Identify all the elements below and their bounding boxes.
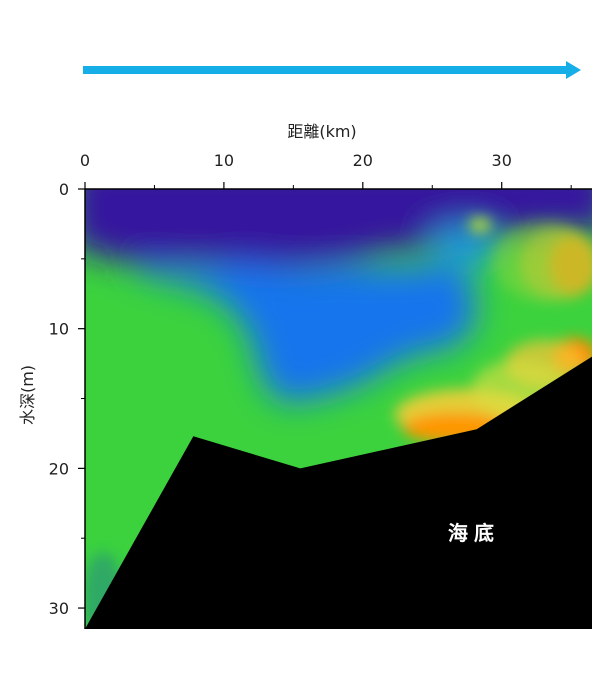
y-tick-label-10: 10 (49, 320, 69, 339)
y-ticks: 0 10 20 30 (49, 180, 85, 618)
x-tick-label-10: 10 (214, 151, 234, 170)
x-tick-label-20: 20 (353, 151, 373, 170)
y-axis-title: 水深(m) (18, 365, 37, 425)
y-tick-label-0: 0 (59, 180, 69, 199)
y-tick-label-30: 30 (49, 599, 69, 618)
x-tick-label-0: 0 (80, 151, 90, 170)
x-ticks: 0 10 20 30 (80, 151, 572, 189)
seabed-polygon (85, 356, 592, 629)
direction-arrow-head (566, 61, 581, 79)
x-axis-title: 距離(km) (287, 122, 356, 141)
seabed-label: 海底 (448, 521, 500, 545)
heatmap-panel (85, 189, 592, 629)
y-tick-label-20: 20 (49, 459, 69, 478)
x-tick-label-30: 30 (492, 151, 512, 170)
